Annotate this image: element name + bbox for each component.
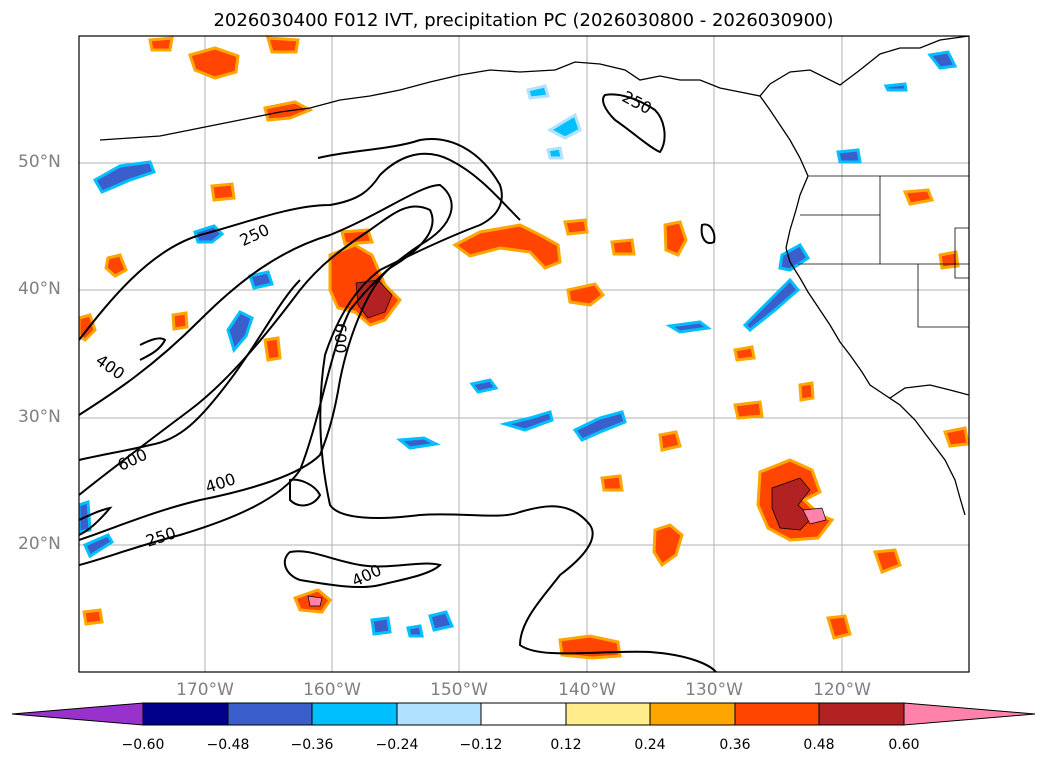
colorbar-segment	[565, 702, 651, 726]
colorbar-segment	[480, 702, 567, 726]
colorbar-tick-label: −0.36	[290, 737, 334, 753]
lon-label: 130°W	[685, 680, 743, 700]
contour-label: 250	[237, 220, 273, 250]
contour-label: 400	[92, 350, 128, 383]
colorbar-tick-label: −0.24	[375, 737, 419, 753]
precip-positive-patches	[79, 36, 969, 660]
state-borders	[798, 175, 969, 328]
contour-label: 600	[331, 323, 350, 354]
colorbar-tick-label: −0.60	[121, 737, 165, 753]
contour-label: 250	[619, 87, 655, 118]
lon-label: 150°W	[430, 680, 488, 700]
lat-label: 30°N	[18, 407, 61, 427]
colorbar-segment	[396, 702, 482, 726]
contour-label: 600	[114, 445, 150, 475]
ivt-contours	[79, 93, 717, 672]
lat-label: 20°N	[18, 534, 61, 554]
colorbar-segment	[142, 702, 229, 726]
lat-label: 40°N	[18, 279, 61, 299]
precip-negative-patches	[79, 50, 958, 638]
colorbar-segment	[734, 702, 820, 726]
coastline	[99, 36, 969, 516]
map-frame	[78, 35, 970, 673]
chart-title: 2026030400 F012 IVT, precipitation PC (2…	[213, 10, 834, 31]
colorbar	[11, 702, 1036, 726]
colorbar-tick-label: 0.60	[888, 737, 920, 753]
lon-label: 170°W	[176, 680, 234, 700]
contour-label: 250	[143, 523, 178, 551]
colorbar-tick-label: 0.24	[634, 737, 666, 753]
colorbar-tick-label: 0.12	[550, 737, 582, 753]
colorbar-max-extension	[903, 702, 1036, 726]
colorbar-segment	[649, 702, 736, 726]
colorbar-tick-label: 0.36	[719, 737, 751, 753]
colorbar-segment	[818, 702, 905, 726]
graticule	[79, 36, 969, 672]
colorbar-segment	[311, 702, 398, 726]
lon-label: 160°W	[303, 680, 361, 700]
colorbar-tick-label: 0.48	[803, 737, 835, 753]
colorbar-segment	[227, 702, 313, 726]
lat-label: 50°N	[18, 152, 61, 172]
colorbar-tick-label: −0.48	[206, 737, 250, 753]
colorbar-tick-label: −0.12	[459, 737, 503, 753]
colorbar-min-extension	[11, 702, 144, 726]
lon-label: 140°W	[558, 680, 616, 700]
lon-label: 120°W	[813, 680, 871, 700]
